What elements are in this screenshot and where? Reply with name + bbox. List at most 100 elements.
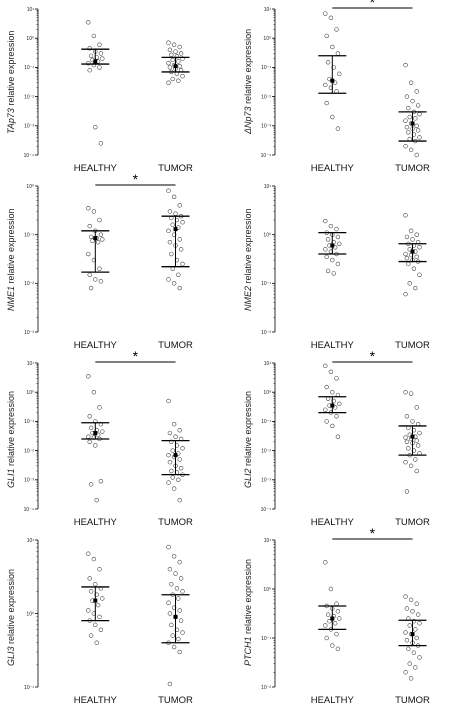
- x-category-label: HEALTHY: [73, 695, 117, 706]
- data-point: [323, 218, 328, 224]
- group-mean-marker: [330, 243, 335, 248]
- data-point: [406, 646, 411, 652]
- data-point: [406, 106, 411, 111]
- data-point: [174, 586, 180, 591]
- data-point: [169, 468, 174, 474]
- data-point: [176, 596, 181, 601]
- y-tick-label: 10⁰: [263, 36, 271, 42]
- significance-marker: *: [370, 348, 376, 364]
- y-tick-label: 10⁻²: [261, 448, 271, 454]
- data-point: [171, 194, 177, 199]
- data-point: [334, 376, 339, 381]
- data-point: [98, 627, 104, 633]
- data-point: [328, 369, 334, 374]
- group-mean-marker: [93, 59, 98, 64]
- data-point: [404, 414, 410, 419]
- y-axis-label-gene: NME1: [6, 285, 16, 311]
- data-point: [404, 606, 410, 611]
- data-point: [170, 76, 175, 82]
- data-point: [335, 51, 341, 56]
- chart-svg: 10⁻⁴ 10⁻³ 10⁻² 10⁻¹ 10⁰ 10¹ *: [261, 0, 427, 159]
- data-point: [408, 463, 414, 469]
- data-point: [171, 554, 177, 559]
- data-point: [337, 71, 342, 77]
- data-point: [403, 460, 408, 465]
- x-category-label: HEALTHY: [310, 695, 354, 706]
- data-point: [176, 59, 181, 64]
- y-axis-label-gene: NME2: [243, 285, 253, 311]
- data-point: [173, 211, 178, 216]
- data-point: [97, 567, 102, 572]
- y-tick-label: 10⁻³: [24, 330, 34, 336]
- y-tick-label: 10⁻¹: [261, 281, 271, 287]
- data-point: [180, 589, 185, 594]
- data-point: [180, 261, 185, 267]
- data-point: [323, 560, 328, 565]
- data-point: [404, 234, 410, 240]
- data-point: [98, 141, 104, 146]
- data-point: [408, 80, 414, 85]
- data-point: [170, 633, 175, 638]
- data-point: [173, 571, 178, 576]
- data-point: [177, 457, 182, 462]
- data-point: [86, 551, 91, 556]
- chart-panel-np73: 10⁻⁴ 10⁻³ 10⁻² 10⁻¹ 10⁰ 10¹ * ΔNp73 relative ex…: [237, 0, 474, 177]
- data-point: [167, 47, 173, 53]
- group-mean-marker: [173, 227, 178, 232]
- data-point: [166, 398, 171, 404]
- data-point: [166, 544, 171, 550]
- data-point: [414, 152, 419, 158]
- y-axis-label: NME2 relative expression: [243, 208, 253, 311]
- chart-panel-gli1: 10⁻⁴ 10⁻³ 10⁻² 10⁻¹ 10⁰ 10¹ * GLI1 relative exp…: [0, 348, 237, 531]
- data-point: [87, 272, 92, 277]
- data-point: [166, 188, 171, 193]
- y-tick-label: 10⁻²: [261, 94, 271, 100]
- data-point: [403, 213, 408, 218]
- data-point: [413, 457, 418, 462]
- x-category-label: HEALTHY: [310, 340, 354, 351]
- data-point: [88, 589, 94, 594]
- data-point: [180, 630, 185, 635]
- group-mean-marker: [410, 249, 415, 254]
- data-point: [324, 419, 329, 424]
- group-mean-marker: [410, 632, 415, 637]
- x-category-label: TUMOR: [158, 163, 193, 174]
- y-axis-label-gene: GLI2: [243, 468, 253, 488]
- chart-panel-gli2: 10⁻⁴ 10⁻³ 10⁻² 10⁻¹ 10⁰ 10¹ * GLI2 relative exp…: [237, 348, 474, 531]
- data-point: [337, 401, 342, 407]
- data-point: [169, 582, 174, 587]
- data-point: [180, 220, 185, 225]
- y-tick-label: 10⁻¹: [24, 232, 34, 238]
- data-point: [93, 124, 98, 130]
- chart-svg: 10⁻⁴ 10⁻³ 10⁻² 10⁻¹ 10⁰ 10¹ *: [24, 348, 190, 513]
- data-point: [328, 586, 334, 592]
- data-point: [171, 644, 177, 650]
- data-point: [403, 670, 408, 675]
- data-point: [330, 643, 335, 648]
- data-point: [173, 49, 178, 54]
- significance-marker: *: [370, 525, 376, 541]
- data-point: [169, 622, 174, 628]
- data-point: [410, 98, 415, 104]
- data-point: [406, 130, 411, 135]
- data-point: [97, 65, 102, 70]
- data-point: [408, 228, 414, 234]
- group-mean-marker: [93, 598, 98, 603]
- data-point: [325, 60, 331, 65]
- data-point: [403, 62, 408, 68]
- y-tick-label: 10⁻²: [261, 330, 271, 336]
- chart-svg: 10⁻² 10⁻¹ 10⁰ 10¹: [261, 184, 427, 336]
- y-axis-label-gene: PTCH1: [243, 635, 253, 666]
- data-point: [178, 618, 184, 623]
- y-axis-label-gene: ΔNp73: [243, 106, 253, 134]
- y-tick-label: 10⁻¹: [261, 65, 271, 71]
- data-point: [177, 649, 182, 655]
- data-point: [406, 261, 411, 267]
- y-axis-label: GLI1 relative expression: [6, 391, 16, 488]
- data-point: [170, 448, 175, 453]
- data-point: [414, 601, 419, 606]
- data-point: [166, 452, 171, 458]
- data-point: [94, 640, 99, 645]
- data-point: [414, 468, 419, 474]
- data-point: [177, 44, 182, 50]
